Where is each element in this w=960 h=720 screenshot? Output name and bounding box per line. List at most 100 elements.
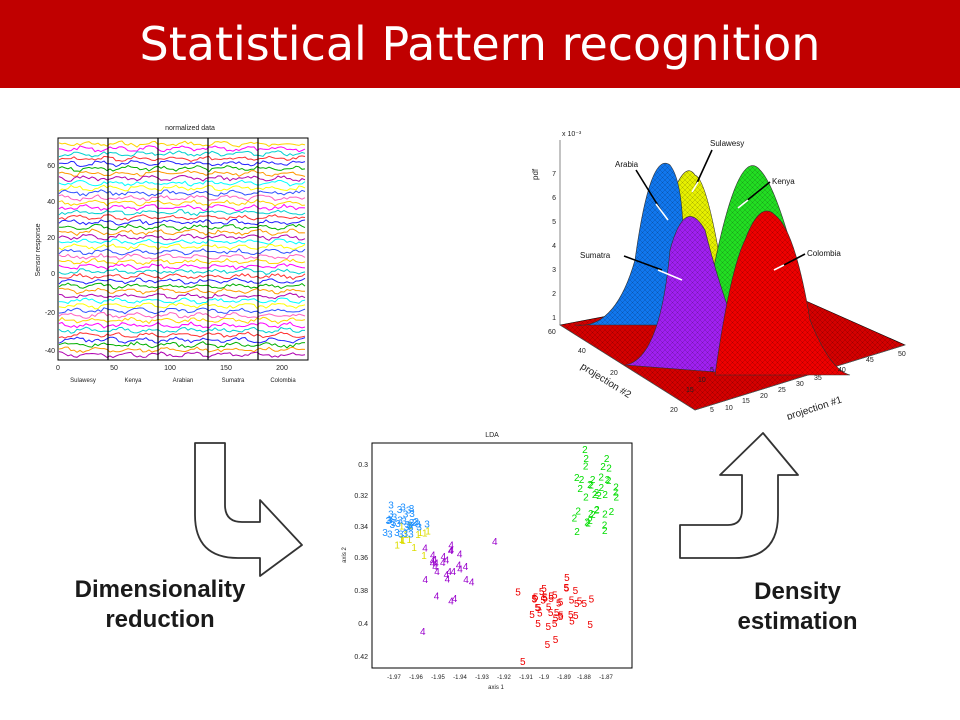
lda-point-class-5: 5 <box>540 596 546 607</box>
lda-point-class-2: 2 <box>602 521 608 532</box>
lda-point-class-4: 4 <box>422 544 428 555</box>
lda-point-class-4: 4 <box>430 556 436 567</box>
lda-point-class-4: 4 <box>444 570 450 581</box>
lda-point-class-4: 4 <box>434 592 440 603</box>
lda-point-class-2: 2 <box>583 461 589 472</box>
lda-point-class-2: 2 <box>575 507 581 518</box>
lda-point-class-5: 5 <box>554 608 560 619</box>
lda-point-class-5: 5 <box>564 584 570 595</box>
signal-line <box>58 282 306 290</box>
lda-point-class-5: 5 <box>533 593 539 604</box>
normalized-xtick: 200 <box>276 365 288 372</box>
surface-ytick: 20 <box>610 370 618 377</box>
lda-point-class-4: 4 <box>433 559 439 570</box>
signal-line <box>58 316 306 325</box>
lda-point-class-3: 3 <box>397 515 403 526</box>
lda-xtick: -1.93 <box>475 675 489 681</box>
lda-point-class-3: 3 <box>404 522 410 533</box>
lda-point-class-2: 2 <box>588 509 594 520</box>
lda-point-class-3: 3 <box>390 520 396 531</box>
signal-line <box>58 272 306 281</box>
lda-point-class-5: 5 <box>553 635 559 646</box>
signal-line <box>58 150 306 158</box>
lda-point-class-4: 4 <box>463 562 469 573</box>
lda-xtick: -1.88 <box>577 675 591 681</box>
lda-point-class-5: 5 <box>545 640 551 651</box>
lda-point-class-3: 3 <box>403 529 409 540</box>
lda-point-class-2: 2 <box>599 483 605 494</box>
signal-line <box>58 248 306 256</box>
signal-line <box>58 307 306 315</box>
surface-ztick: 1 <box>552 315 556 322</box>
signal-line <box>58 238 306 245</box>
lda-point-class-3: 3 <box>405 520 411 531</box>
signal-line <box>58 351 306 359</box>
surface-xtick: 15 <box>742 398 750 405</box>
lda-point-class-2: 2 <box>602 490 608 501</box>
normalized-data-plot: normalized data Sensor response 60 40 20… <box>35 125 309 384</box>
lda-point-class-5: 5 <box>535 619 541 630</box>
lda-point-class-4: 4 <box>434 567 440 578</box>
lda-point-class-1: 1 <box>403 530 409 541</box>
lda-point-class-2: 2 <box>609 507 615 518</box>
signal-line <box>58 267 306 275</box>
lda-point-class-3: 3 <box>382 528 388 539</box>
lda-point-class-2: 2 <box>604 454 610 465</box>
lda-scatter-plot: LDA axis 2 0.3 0.32 0.34 0.36 0.38 0.4 0… <box>342 432 633 691</box>
lda-point-class-5: 5 <box>542 593 548 604</box>
lda-point-class-1: 1 <box>415 530 421 541</box>
lda-point-class-2: 2 <box>602 510 608 521</box>
lda-point-class-3: 3 <box>408 529 414 540</box>
label-colombia: Colombia <box>807 249 841 258</box>
lda-point-class-5: 5 <box>532 595 538 606</box>
lda-ytick: 0.3 <box>358 462 368 469</box>
signal-line <box>58 145 306 153</box>
lda-point-class-5: 5 <box>582 599 588 610</box>
lda-point-class-1: 1 <box>399 522 405 533</box>
surface-xtick: 45 <box>866 357 874 364</box>
surface-ytick: 60 <box>548 329 556 336</box>
lda-point-class-2: 2 <box>590 510 596 521</box>
lda-xtick: -1.92 <box>497 675 511 681</box>
lda-point-class-3: 3 <box>412 518 418 529</box>
signal-line <box>58 287 305 295</box>
lda-point-class-1: 1 <box>411 543 417 554</box>
lda-ytick: 0.32 <box>354 493 368 500</box>
surface-ytick: 40 <box>578 348 586 355</box>
signal-line <box>58 331 306 339</box>
normalized-ytick: -20 <box>45 310 55 317</box>
surface-ytick: 20 <box>670 407 678 414</box>
normalized-group-label: Sulawesy <box>70 378 96 384</box>
lda-point-class-5: 5 <box>548 594 554 605</box>
lda-xtick: -1.89 <box>557 675 571 681</box>
surface-xtick: 40 <box>838 367 846 374</box>
lda-point-class-5: 5 <box>536 603 542 614</box>
lda-point-class-3: 3 <box>401 516 407 527</box>
lda-point-class-1: 1 <box>421 551 427 562</box>
signal-line <box>58 336 306 344</box>
signal-line <box>58 252 306 260</box>
signal-line <box>58 189 306 197</box>
lda-point-class-4: 4 <box>445 574 451 585</box>
arrow-density-estimation <box>679 432 799 559</box>
lda-point-class-5: 5 <box>577 596 583 607</box>
lda-point-class-4: 4 <box>444 556 450 567</box>
normalized-group-label: Arabian <box>173 378 194 384</box>
lda-point-class-1: 1 <box>422 529 428 540</box>
label-kenya: Kenya <box>772 177 795 186</box>
signal-line <box>58 263 306 271</box>
signal-line <box>58 297 306 305</box>
lda-point-class-3: 3 <box>409 518 415 529</box>
caption-density-estimation: Density estimation <box>715 577 880 637</box>
lda-point-class-3: 3 <box>395 519 401 530</box>
lda-point-class-3: 3 <box>403 510 409 521</box>
lda-point-class-3: 3 <box>398 530 404 541</box>
signal-line <box>58 311 306 319</box>
signal-line <box>58 243 306 251</box>
lda-point-class-3: 3 <box>388 509 394 520</box>
lda-point-class-3: 3 <box>407 521 413 532</box>
lda-point-class-2: 2 <box>583 493 589 504</box>
lda-point-class-4: 4 <box>448 546 454 557</box>
lda-point-class-5: 5 <box>539 587 545 598</box>
lda-ylabel: axis 2 <box>342 547 348 563</box>
